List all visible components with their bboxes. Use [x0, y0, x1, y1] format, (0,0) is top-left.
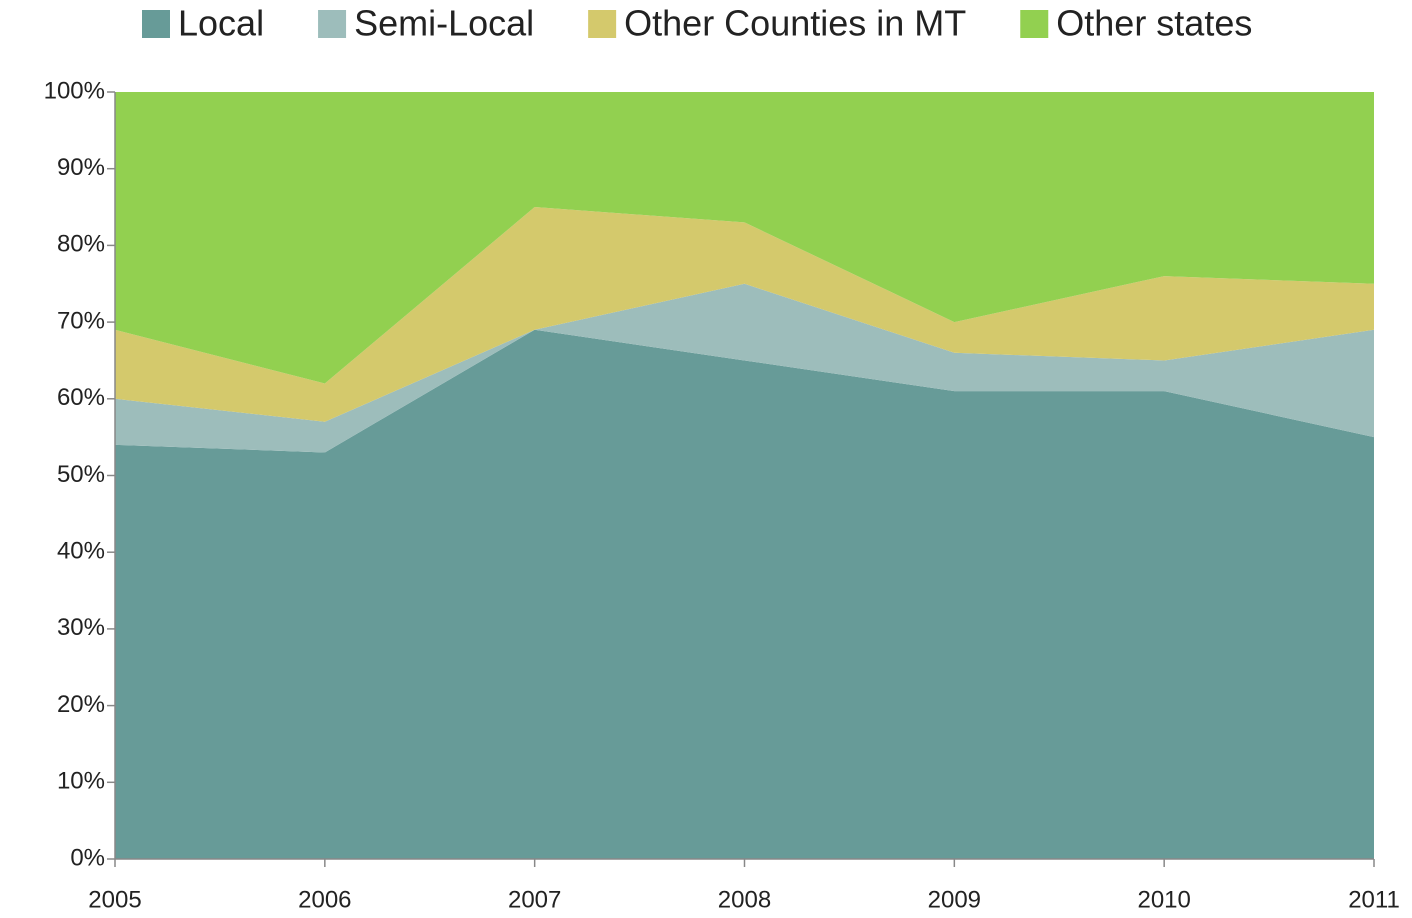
x-tick-label: 2008 [718, 886, 771, 913]
x-tick-label: 2005 [88, 886, 141, 913]
area [115, 329, 1374, 859]
x-tick-label: 2011 [1348, 886, 1400, 913]
legend-label: Other states [1056, 3, 1252, 44]
y-tick-label: 30% [57, 614, 105, 641]
legend-label: Local [178, 3, 264, 44]
x-tick-label: 2007 [508, 886, 561, 913]
legend-label: Other Counties in MT [624, 3, 966, 44]
y-tick-label: 100% [44, 77, 105, 104]
area [115, 283, 1374, 453]
y-tick-label: 70% [57, 307, 105, 334]
area [115, 92, 1374, 384]
x-tick-label: 2009 [928, 886, 981, 913]
area [115, 207, 1374, 422]
x-tick-label: 2010 [1137, 886, 1190, 913]
y-tick-label: 50% [57, 461, 105, 488]
legend-label: Semi-Local [354, 3, 534, 44]
y-tick-label: 60% [57, 384, 105, 411]
y-tick-label: 80% [57, 231, 105, 258]
legend-swatch [588, 10, 617, 38]
x-tick-label: 2006 [298, 886, 351, 913]
y-tick-label: 20% [57, 691, 105, 718]
y-tick-label: 10% [57, 768, 105, 795]
y-tick-label: 40% [57, 538, 105, 565]
legend-swatch [142, 10, 170, 38]
y-tick-label: 0% [70, 844, 105, 871]
legend-swatch [318, 10, 347, 38]
y-tick-label: 90% [57, 154, 105, 181]
legend-swatch [1020, 10, 1049, 38]
